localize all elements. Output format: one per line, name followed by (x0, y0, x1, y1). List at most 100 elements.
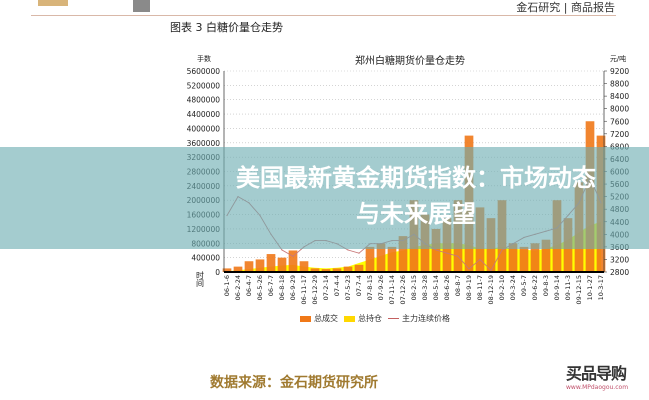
x-tick-label: 07-9-26 (377, 275, 385, 300)
x-tick-label: 07-5-23 (344, 275, 352, 300)
volume-bar (288, 250, 298, 272)
right-tick-label: 7600 (610, 117, 629, 126)
volume-bar (321, 269, 331, 272)
price-point (479, 258, 481, 261)
x-axis-label: 时间 (196, 270, 205, 288)
x-tick-label: 08-6-26 (443, 275, 451, 300)
price-point (490, 269, 492, 272)
right-tick-label: 2800 (610, 268, 629, 277)
left-tick-label: 400000 (191, 254, 220, 263)
price-point (468, 268, 470, 270)
x-tick-label: 08-11-7 (476, 275, 484, 300)
legend-price-label: 主力连续价格 (402, 314, 450, 323)
volume-bar (530, 243, 540, 272)
volume-bar (233, 266, 243, 272)
x-tick-label: 10-1-27 (586, 275, 594, 300)
x-tick-label: 06-4-7 (245, 275, 253, 296)
x-tick-label: 07-12-26 (399, 275, 407, 305)
left-tick-label: 5200000 (187, 81, 221, 90)
legend-open-interest-label: 总持仓 (358, 314, 382, 323)
volume-bar (365, 246, 375, 272)
right-tick-label: 8400 (610, 92, 629, 101)
price-point (446, 252, 448, 254)
header-logo-block (133, 0, 150, 12)
x-tick-label: 09-3-24 (509, 275, 517, 300)
price-point (347, 249, 349, 251)
volume-bar (541, 239, 551, 272)
legend-price: 主力连续价格 (388, 313, 450, 324)
header-divider (31, 15, 616, 16)
x-tick-label: 09-2-10 (498, 275, 506, 300)
left-tick-label: 4400000 (187, 110, 221, 119)
chart-legend: 总成交 总持仓 主力连续价格 (300, 313, 450, 324)
volume-bar (354, 264, 364, 272)
x-tick-label: 07-11-14 (388, 275, 396, 305)
price-swatch (388, 318, 399, 319)
figure-caption: 图表 3 白糖价量仓走势 (170, 21, 283, 34)
legend-volume-label: 总成交 (314, 314, 338, 323)
open-interest-swatch (344, 315, 355, 322)
price-point (358, 252, 360, 254)
x-tick-label: 09-12-15 (575, 275, 583, 305)
price-point (435, 249, 437, 251)
x-tick-label: 09-5-7 (520, 275, 528, 296)
x-tick-label: 07-7-4 (355, 275, 363, 296)
price-point (457, 255, 459, 257)
x-tick-label: 08-5-14 (432, 275, 440, 300)
volume-bar (343, 266, 353, 272)
right-tick-label: 7200 (610, 130, 629, 139)
x-tick-label: 06-1-6 (223, 275, 231, 296)
left-tick-label: 4000000 (187, 124, 221, 133)
x-tick-label: 06-7-7 (267, 275, 275, 296)
volume-bar (277, 257, 287, 272)
x-tick-label: 06-5-26 (256, 275, 264, 300)
x-tick-label: 06-11-17 (300, 275, 308, 305)
volume-bar (266, 254, 276, 272)
legend-open-interest: 总持仓 (344, 313, 382, 324)
chart-title: 郑州白糖期货价量仓走势 (355, 54, 465, 67)
header-report-type: 金石研究 | 商品报告 (516, 1, 615, 14)
x-tick-label: 09-8-3 (542, 275, 550, 296)
x-tick-label: 06-2-24 (234, 275, 242, 300)
volume-bar (376, 243, 386, 272)
volume-bar (244, 261, 254, 272)
x-tick-label: 06-8-18 (278, 275, 286, 300)
right-tick-label: 8000 (610, 105, 629, 114)
x-tick-label: 08-12-19 (487, 275, 495, 305)
right-tick-label: 6800 (610, 142, 629, 151)
x-tick-label: 09-11-3 (564, 275, 572, 300)
volume-bar (255, 259, 265, 272)
company-logo (38, 0, 68, 6)
volume-bar (310, 268, 320, 272)
x-tick-label: 08-9-19 (465, 275, 473, 300)
right-tick-label: 3200 (610, 255, 629, 264)
left-tick-label: 0 (215, 268, 220, 277)
volume-bar (222, 268, 232, 272)
watermark-logo: 买品导购 www.MPdaogou.com (566, 360, 636, 391)
legend-volume: 总成交 (300, 313, 338, 324)
x-tick-label: 08-3-28 (421, 275, 429, 300)
watermark-brand: 买品导购 (566, 364, 627, 383)
x-tick-label: 10-3-17 (597, 275, 605, 300)
banner-title: 美国最新黄金期货指数：市场动态与未来展望 (236, 164, 596, 228)
right-tick-label: 8800 (610, 80, 629, 89)
volume-bar (398, 236, 408, 272)
right-axis-label: 元/吨 (610, 54, 626, 63)
watermark-url: www.MPdaogou.com (566, 384, 629, 391)
x-tick-label: 07-8-15 (366, 275, 374, 300)
x-tick-label: 09-6-22 (531, 275, 539, 300)
volume-bar (299, 261, 309, 272)
volume-bar (508, 243, 518, 272)
x-tick-label: 06-9-29 (289, 275, 297, 300)
x-tick-label: 09-9-14 (553, 275, 561, 300)
left-tick-label: 3600000 (187, 139, 221, 148)
price-point (281, 249, 283, 251)
price-point (292, 255, 294, 257)
x-tick-label: 08-2-15 (410, 275, 418, 300)
data-source: 数据来源：金石期货研究所 (210, 375, 378, 391)
left-tick-label: 5600000 (187, 67, 221, 76)
volume-bar (387, 246, 397, 272)
volume-bar (332, 268, 342, 272)
volume-bar (519, 246, 529, 272)
left-axis-label: 手数 (197, 54, 211, 63)
